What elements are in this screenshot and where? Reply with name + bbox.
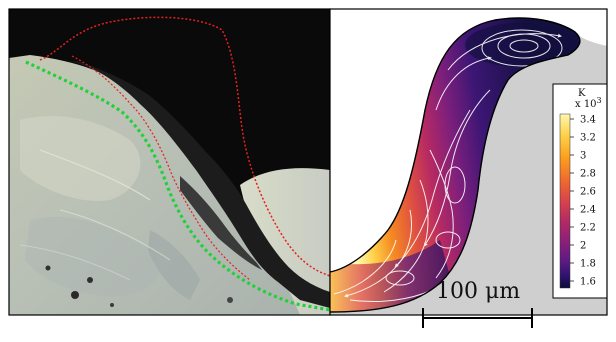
vortex-streamline [435, 231, 461, 249]
melt-pool-inner-outline [71, 55, 251, 281]
flow-streamline [344, 209, 413, 298]
micrograph-panel [9, 9, 330, 315]
vortex-streamline [481, 29, 563, 67]
colorbar-tick-label: 2.2 [580, 223, 596, 234]
flow-streamline [383, 179, 429, 293]
melt-pool-outline [39, 16, 330, 277]
temperature-field [330, 17, 580, 312]
colorbar-multiplier: x 10 [575, 99, 597, 110]
colorbar: K x 103 3.43.232.82.62.42.221.81.6 [552, 83, 608, 299]
colorbar-exponent: 3 [597, 96, 602, 105]
colorbar-tick-label: 2.8 [580, 169, 596, 180]
colorbar-tick-label: 3.2 [580, 133, 596, 144]
colorbar-tick-label: 3 [580, 151, 586, 162]
flow-streamline [435, 56, 492, 111]
vortex-streamline [385, 270, 415, 286]
colorbar-tick-label: 1.8 [580, 259, 596, 270]
flow-streamline [423, 89, 491, 247]
simulation-border [329, 8, 608, 316]
colorbar-gradient [559, 113, 571, 289]
colorbar-unit: K [578, 88, 586, 99]
scale-bar: 100 μm [422, 279, 533, 328]
colorbar-tick-label: 2 [580, 241, 586, 252]
vortex-streamline [509, 39, 539, 53]
colorbar-tick-label: 2.6 [580, 187, 596, 198]
colorbar-tick-label: 2.4 [580, 205, 596, 216]
flow-streamline [333, 239, 397, 295]
flow-streamline [429, 149, 454, 279]
flow-streamline [447, 33, 562, 71]
flow-streamline [394, 109, 471, 268]
vortex-streamline [444, 166, 466, 204]
fusion-boundary-line [25, 60, 330, 312]
scale-bar-label: 100 μm [436, 279, 520, 304]
colorbar-tick-label: 3.4 [580, 115, 596, 126]
colorbar-tick-label: 1.6 [580, 277, 596, 288]
svg-text:x 103: x 103 [575, 96, 602, 110]
